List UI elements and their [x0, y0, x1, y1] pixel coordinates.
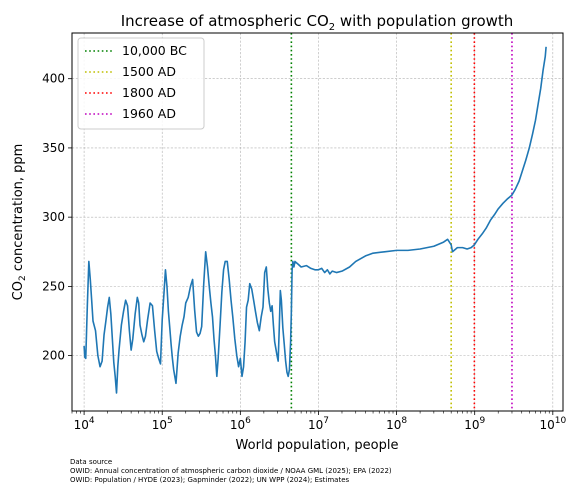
source-line-2: OWID: Population / HYDE (2023); Gapminde… [70, 476, 350, 484]
x-tick-label: 106 [230, 416, 251, 432]
y-axis-label-post: concentration, ppm [11, 144, 26, 276]
vertical-marker-layer [290, 33, 513, 411]
legend-label: 1800 AD [122, 85, 176, 100]
legend-label: 10,000 BC [122, 43, 187, 58]
y-axis-label-pre: CO [11, 281, 26, 300]
x-tick-label: 104 [74, 416, 95, 432]
legend-box [77, 37, 205, 130]
y-tick-label: 400 [42, 72, 65, 86]
x-tick-label: 108 [386, 416, 407, 432]
legend-label: 1960 AD [122, 106, 176, 121]
plot-frame [71, 32, 564, 412]
source-line-1: OWID: Annual concentration of atmospheri… [70, 467, 392, 475]
x-tick-label: 107 [308, 416, 329, 432]
series-layer [83, 46, 547, 394]
y-tick-label: 300 [42, 210, 65, 224]
chart-title-subscript: 2 [329, 22, 335, 33]
x-tick-label: 1010 [539, 416, 566, 432]
y-axis-label-subscript: 2 [18, 275, 28, 281]
x-tick-label: 105 [152, 416, 173, 432]
legend-label: 1500 AD [122, 64, 176, 79]
chart-figure: 200 250 300 350 400 104 105 106 107 108 109 1010 In… [11, 12, 566, 453]
x-axis-label: World population, people [236, 438, 399, 453]
chart-title: Increase of atmospheric CO2 with populat… [121, 12, 514, 33]
y-tick-label: 200 [42, 349, 65, 363]
source-heading: Data source [70, 458, 113, 466]
co2-series-line [83, 46, 547, 394]
chart-title-tail: with population growth [335, 12, 513, 30]
y-tick-label: 350 [42, 141, 65, 155]
y-axis-label: CO2 concentration, ppm [11, 144, 28, 301]
tick-layer: 200 250 300 350 400 104 105 106 107 108 109 1010 [42, 72, 566, 432]
x-tick-label: 109 [464, 416, 485, 432]
y-tick-label: 250 [42, 279, 65, 293]
legend: 10,000 BC 1500 AD 1800 AD 1960 AD [77, 37, 205, 130]
chart-title-main: Increase of atmospheric CO [121, 12, 329, 30]
